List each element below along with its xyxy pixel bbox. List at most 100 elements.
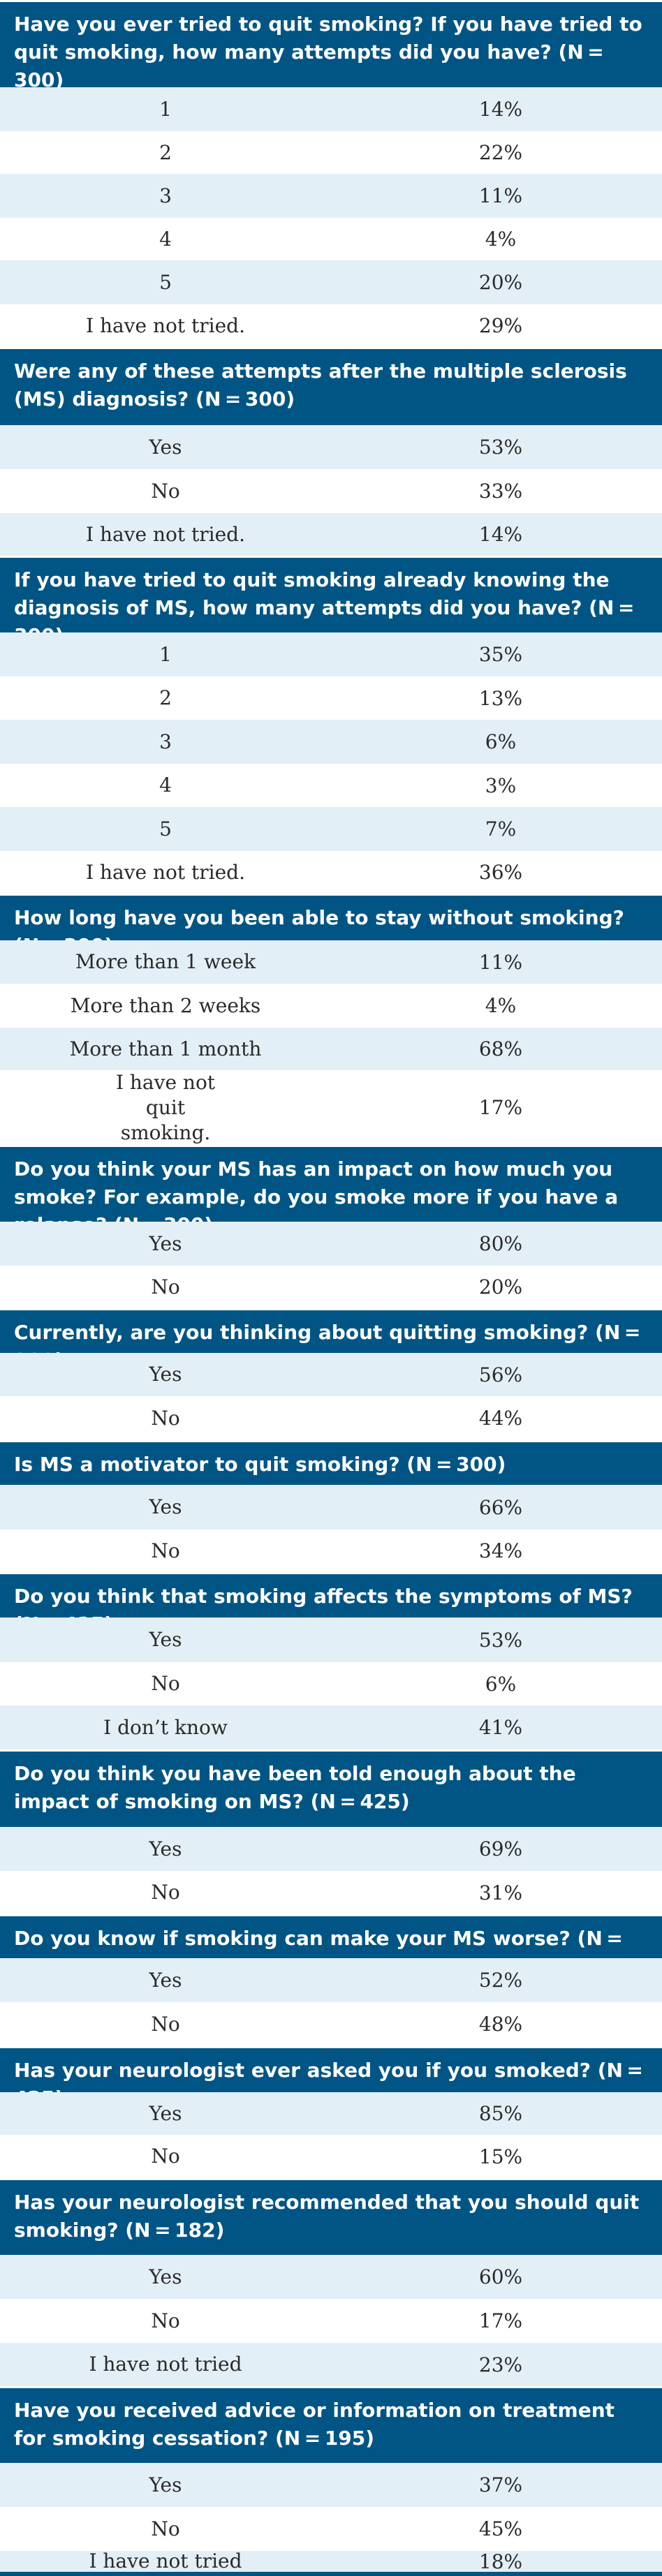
- answer-value: 48%: [478, 2013, 523, 2036]
- answer-label: No: [151, 1672, 180, 1695]
- answer-row: 3 6%: [0, 720, 662, 764]
- answer-value: 4%: [485, 994, 517, 1017]
- answer-value: 37%: [478, 2473, 523, 2496]
- answer-value: 14%: [478, 98, 523, 121]
- answer-value: 13%: [478, 686, 523, 710]
- answer-row: 2 13%: [0, 676, 662, 720]
- answer-label: 2: [159, 686, 172, 709]
- answer-label: No: [151, 479, 180, 503]
- answer-row: 2 22%: [0, 131, 662, 174]
- answer-row: More than 1 week 11%: [0, 940, 662, 984]
- answer-row: I have not tried. 14%: [0, 513, 662, 556]
- answer-row: No 15%: [0, 2135, 662, 2178]
- answer-value: 3%: [485, 773, 517, 797]
- answer-value: 18%: [478, 2549, 523, 2573]
- answer-label: I have not tried: [89, 2353, 242, 2376]
- answer-value: 85%: [478, 2102, 523, 2125]
- answer-row: 1 35%: [0, 632, 662, 676]
- answer-value: 34%: [478, 1539, 523, 1562]
- answer-label: 4: [159, 773, 172, 797]
- answer-row: 3 11%: [0, 174, 662, 218]
- answer-label: More than 2 weeks: [70, 993, 261, 1017]
- answer-label: I have not tried.: [85, 860, 245, 884]
- answer-value: 11%: [478, 950, 523, 974]
- answer-value: 31%: [478, 1881, 523, 1904]
- answer-row: No 17%: [0, 2299, 662, 2343]
- answer-label: Yes: [149, 435, 182, 459]
- answer-value: 20%: [478, 1275, 523, 1298]
- answer-value: 6%: [485, 730, 517, 753]
- answer-row: I don’t know 41%: [0, 1705, 662, 1749]
- answer-label: Yes: [149, 1628, 182, 1651]
- answer-row: No 44%: [0, 1396, 662, 1440]
- answer-value: 56%: [478, 1363, 523, 1386]
- answer-label: Yes: [149, 1495, 182, 1518]
- answer-label: No: [151, 1881, 180, 1904]
- answer-label: No: [151, 2309, 180, 2332]
- answer-value: 29%: [478, 314, 523, 337]
- question-header: Is MS a motivator to quit smoking? (N = …: [0, 1440, 662, 1485]
- answer-label: No: [151, 2012, 180, 2036]
- answer-row: I have not tried 23%: [0, 2343, 662, 2386]
- question-header: Do you know if smoking can make your MS …: [0, 1914, 662, 1978]
- answer-label: Yes: [149, 1363, 182, 1386]
- answer-value: 7%: [485, 817, 517, 841]
- answer-value: 33%: [478, 480, 523, 503]
- answer-label: I have not tried: [89, 2549, 242, 2573]
- answer-label: No: [151, 2145, 180, 2168]
- answer-value: 14%: [478, 523, 523, 546]
- answer-row: More than 2 weeks 4%: [0, 984, 662, 1028]
- answer-row: I have not quit smoking. 17%: [0, 1070, 662, 1145]
- answer-value: 36%: [478, 861, 523, 884]
- answer-row: I have not tried. 36%: [0, 851, 662, 894]
- answer-label: I don’t know: [103, 1715, 228, 1739]
- answer-row: No 6%: [0, 1662, 662, 1705]
- answer-label: I have not quit smoking.: [115, 1070, 216, 1144]
- answer-value: 60%: [478, 2265, 523, 2288]
- answer-value: 52%: [478, 1969, 523, 1992]
- answer-row: Yes 53%: [0, 425, 662, 469]
- answer-label: Yes: [149, 1231, 182, 1255]
- answer-row: Yes 85%: [0, 2092, 662, 2135]
- answer-row: 1 14%: [0, 87, 662, 131]
- answer-label: No: [151, 2517, 180, 2540]
- answer-label: 3: [159, 730, 172, 753]
- answer-label: No: [151, 1539, 180, 1562]
- question-header: Have you ever tried to quit smoking? If …: [0, 0, 662, 91]
- answer-value: 23%: [478, 2353, 523, 2376]
- answer-value: 68%: [478, 1037, 523, 1060]
- question-header: Do you think you have been told enough a…: [0, 1749, 662, 1827]
- answer-row: Yes 52%: [0, 1958, 662, 2002]
- answer-row: No 20%: [0, 1266, 662, 1308]
- question-header: Has your neurologist recommended that yo…: [0, 2178, 662, 2255]
- answer-row: Yes 37%: [0, 2463, 662, 2507]
- answer-row: No 48%: [0, 2002, 662, 2046]
- answer-label: I have not tried.: [85, 522, 245, 546]
- answer-label: 1: [159, 97, 172, 121]
- question-header: Have you received advice or information …: [0, 2386, 662, 2463]
- answer-row: More than 1 month 68%: [0, 1028, 662, 1070]
- answer-label: 3: [159, 184, 172, 207]
- answer-label: 2: [159, 140, 172, 164]
- answer-value: 44%: [478, 1407, 523, 1430]
- answer-label: No: [151, 1275, 180, 1298]
- question-header: Do you think that smoking affects the sy…: [0, 1572, 662, 1636]
- answer-value: 69%: [478, 1837, 523, 1860]
- answer-value: 17%: [478, 2309, 523, 2332]
- question-header: Do you think your MS has an impact on ho…: [0, 1145, 662, 1236]
- answer-value: 45%: [478, 2517, 523, 2540]
- answer-value: 17%: [478, 1096, 523, 1119]
- answer-row: Yes 66%: [0, 1485, 662, 1530]
- answer-row: 5 20%: [0, 260, 662, 304]
- answer-row: Yes 80%: [0, 1222, 662, 1266]
- answer-value: 41%: [478, 1716, 523, 1739]
- answer-label: I have not tried.: [85, 313, 245, 337]
- question-header: If you have tried to quit smoking alread…: [0, 556, 662, 647]
- question-header: Currently, are you thinking about quitti…: [0, 1308, 662, 1372]
- question-header: How long have you been able to stay with…: [0, 894, 662, 957]
- answer-row: 5 7%: [0, 807, 662, 851]
- answer-value: 66%: [478, 1495, 523, 1519]
- answer-row: Yes 60%: [0, 2255, 662, 2299]
- question-header: Has your neurologist ever asked you if y…: [0, 2046, 662, 2110]
